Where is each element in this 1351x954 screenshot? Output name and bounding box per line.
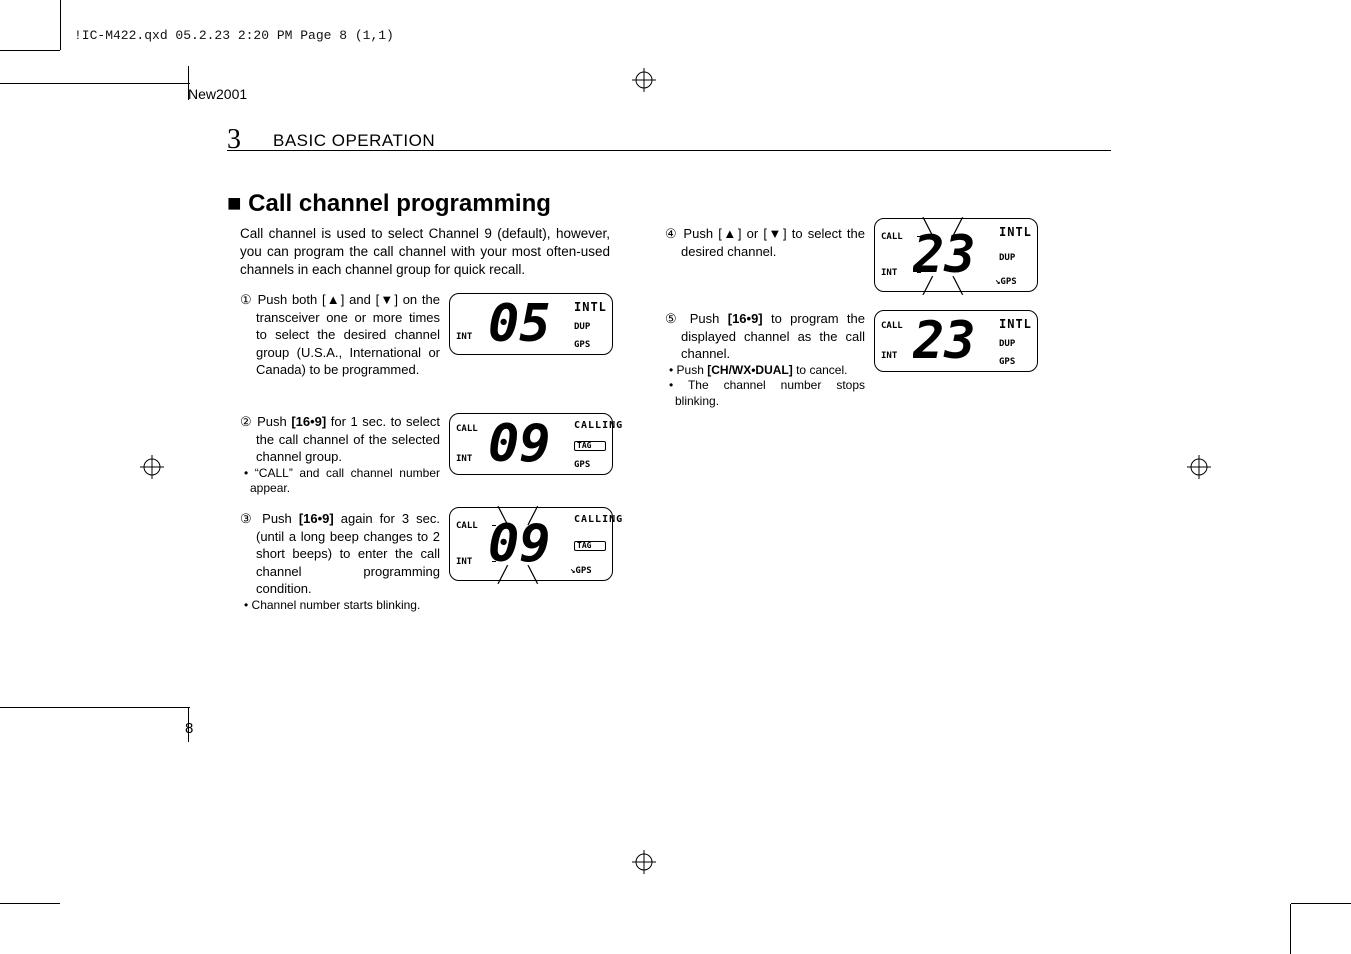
- registration-mark: [632, 68, 656, 92]
- seven-segment-icon: 23: [913, 222, 995, 282]
- step-1: ① Push both [▲] and [▼] on the transceiv…: [240, 291, 440, 379]
- key-label: [16•9]: [299, 511, 334, 526]
- key-label: [16•9]: [728, 311, 763, 326]
- divider: [0, 83, 190, 84]
- section-heading: Call channel programming: [248, 190, 551, 217]
- lcd-display-1: INT 05 INTLDUPGPS: [449, 293, 613, 355]
- seven-segment-icon: 05: [488, 297, 570, 349]
- section-title: ■ Call channel programming: [227, 190, 551, 218]
- step-3: ③ Push [16•9] again for 3 sec. (until a …: [240, 510, 440, 613]
- crop-mark: [1290, 904, 1291, 954]
- step-bullet: • The channel number stops blinking.: [675, 378, 865, 409]
- key-label: [16•9]: [291, 414, 326, 429]
- lcd-display-4: ╲ ╱ ╱ ╲ CALLINT 23 INTLDUP↘GPS: [874, 218, 1038, 292]
- lcd-display-3: ╲ ╱ ╱ ╲ CALLINT 09 CALLINGTAG↘GPS: [449, 507, 613, 581]
- step-number: ②: [240, 414, 253, 429]
- chapter-number: 3: [227, 124, 241, 156]
- crop-mark: [1291, 903, 1351, 904]
- divider: [0, 707, 190, 708]
- crop-mark: [0, 50, 60, 51]
- step-bullet: • “CALL” and call channel num­ber appear…: [250, 466, 440, 497]
- lcd-display-2: CALLINT 09 CALLINGTAGGPS: [449, 413, 613, 475]
- step-number: ④: [665, 226, 678, 241]
- step-number: ⑤: [665, 311, 681, 326]
- step-text: Push [▲] or [▼] to select the desired ch…: [681, 226, 865, 259]
- step-text: Push: [262, 511, 299, 526]
- print-meta-line: !IC-M422.qxd 05.2.23 2:20 PM Page 8 (1,1…: [74, 28, 394, 43]
- template-label: New2001: [188, 86, 247, 102]
- svg-text:09: 09: [488, 417, 551, 469]
- seven-segment-icon: 09: [488, 417, 570, 469]
- step-text: Push: [257, 414, 291, 429]
- registration-mark: [632, 850, 656, 874]
- svg-text:23: 23: [913, 225, 976, 282]
- step-bullet: • Push [CH/WX•DUAL] to can­cel.: [675, 363, 865, 379]
- crop-mark: [60, 0, 61, 50]
- svg-text:09: 09: [488, 514, 551, 571]
- step-bullet: • Channel number starts blink­ing.: [250, 598, 440, 614]
- seven-segment-icon: 09: [488, 511, 570, 571]
- step-4: ④ Push [▲] or [▼] to select the desired …: [665, 225, 865, 260]
- step-text: Push both [▲] and [▼] on the transceiver…: [256, 292, 440, 377]
- svg-text:05: 05: [488, 297, 551, 349]
- step-5: ⑤ Push [16•9] to program the displayed c…: [665, 310, 865, 409]
- chapter-title: BASIC OPERATION: [273, 131, 435, 151]
- crop-mark: [0, 903, 60, 904]
- registration-mark: [1187, 455, 1211, 479]
- registration-mark: [140, 455, 164, 479]
- step-number: ①: [240, 292, 253, 307]
- step-2: ② Push [16•9] for 1 sec. to se­lect the …: [240, 413, 440, 497]
- intro-paragraph: Call channel is used to select Channel 9…: [240, 225, 610, 280]
- page-number: 8: [185, 720, 193, 737]
- step-text: Push: [690, 311, 728, 326]
- key-label: [CH/WX•DUAL]: [707, 363, 793, 377]
- step-number: ③: [240, 511, 255, 526]
- svg-text:23: 23: [913, 314, 976, 366]
- section-marker: ■: [227, 190, 242, 217]
- seven-segment-icon: 23: [913, 314, 995, 366]
- lcd-display-5: CALLINT 23 INTLDUPGPS: [874, 310, 1038, 372]
